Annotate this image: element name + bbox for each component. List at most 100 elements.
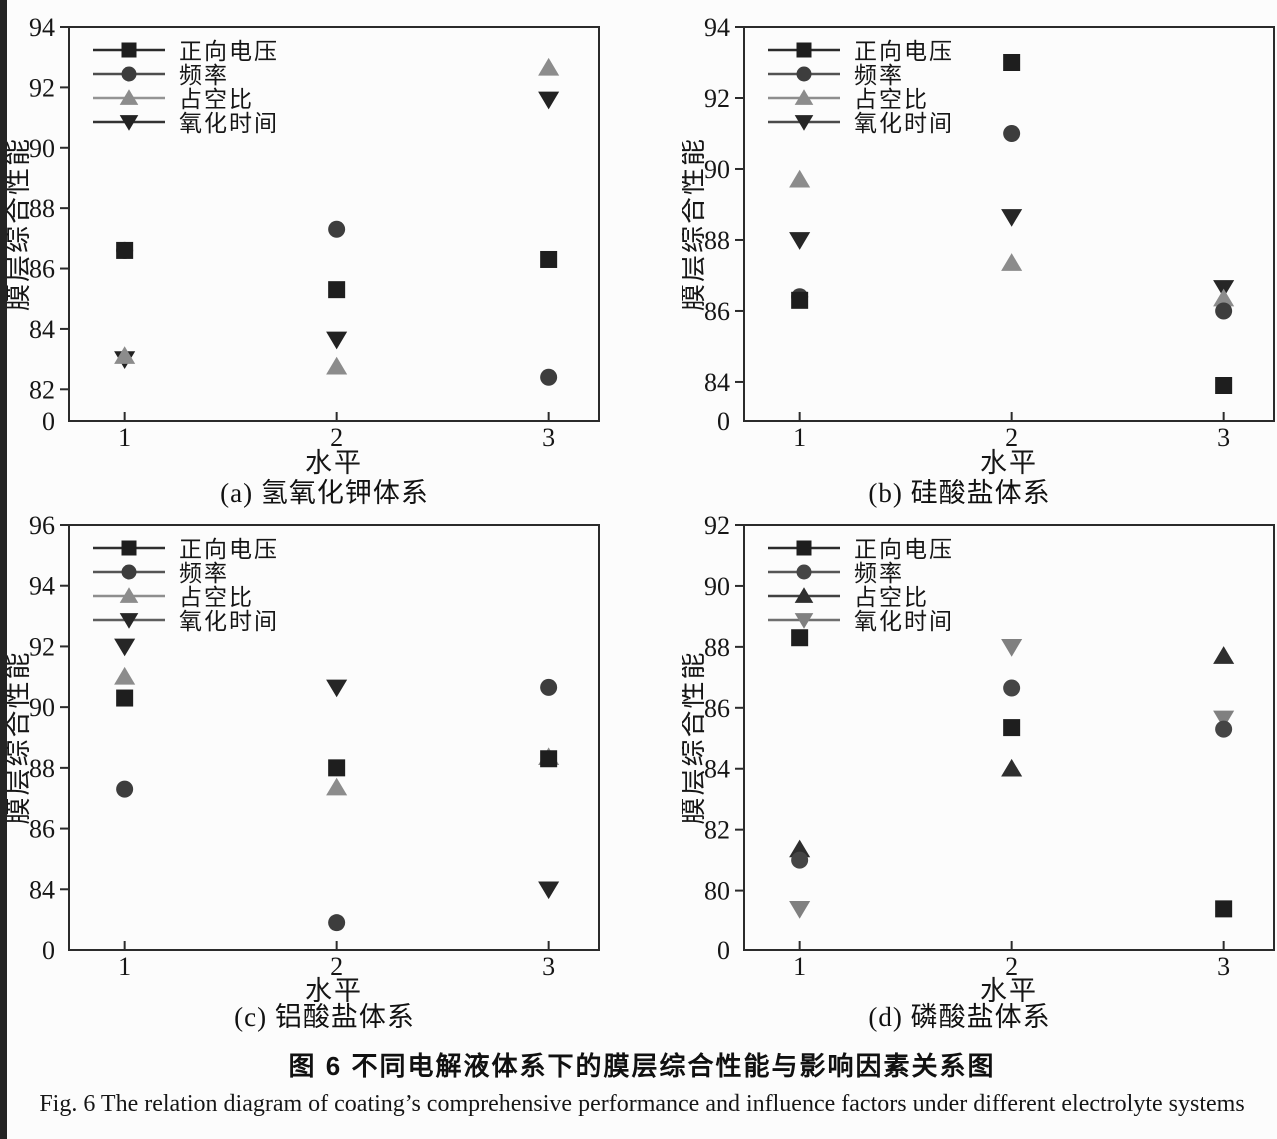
subplot-grid: 82 84 86 88 90 92 94 0 1 2 3 水平 膜层综合性能 正向电压 频率 占空比 氧化时间 …	[7, 0, 1277, 1034]
x-tick-label: 1	[118, 952, 131, 981]
triangle-up-marker	[119, 587, 139, 603]
y-origin-label: 0	[42, 407, 55, 436]
triangle-down-marker	[1213, 710, 1235, 729]
axes: 80 82 84 86 88 90 92 0 1 2 3 水平 膜层综合性能	[682, 511, 1275, 1002]
legend-label: 频率	[854, 561, 904, 586]
circle-marker	[791, 851, 809, 869]
axes: 84 86 88 90 92 94 96 0 1 2 3 水平 膜层综合性能	[7, 511, 600, 1002]
triangle-up-marker	[1001, 758, 1023, 777]
series-markers	[114, 57, 560, 386]
y-tick-label: 92	[29, 632, 55, 661]
square-marker	[121, 42, 137, 58]
triangle-up-marker	[1213, 288, 1235, 307]
circle-marker	[121, 66, 137, 82]
triangle-down-marker	[538, 881, 560, 900]
square-marker	[328, 759, 346, 777]
triangle-up-marker	[789, 169, 811, 188]
circle-marker	[540, 678, 558, 696]
triangle-down-marker	[1001, 639, 1023, 657]
y-tick-label: 90	[704, 155, 730, 184]
legend-label: 频率	[854, 63, 904, 88]
circle-marker	[540, 368, 558, 386]
y-tick-label: 88	[704, 633, 730, 662]
legend-label: 频率	[179, 63, 229, 88]
y-tick-label: 84	[29, 875, 55, 904]
circle-marker	[796, 564, 812, 580]
square-marker	[1003, 719, 1021, 737]
legend-label: 正向电压	[179, 537, 279, 562]
square-marker	[116, 241, 134, 259]
triangle-up-marker	[794, 89, 814, 105]
triangle-up-marker	[326, 356, 348, 375]
y-tick-label: 86	[29, 255, 55, 284]
y-origin-label: 0	[717, 407, 730, 436]
figure-title-chinese: 图 6 不同电解液体系下的膜层综合性能与影响因素关系图	[288, 1051, 996, 1081]
y-tick-label: 90	[29, 693, 55, 722]
legend-label: 正向电压	[179, 39, 279, 64]
x-axis-label: 水平	[980, 448, 1038, 478]
legend-label: 正向电压	[854, 537, 954, 562]
circle-marker	[116, 780, 134, 798]
x-tick-label: 3	[1217, 952, 1230, 981]
legend-label: 占空比	[179, 87, 254, 112]
circle-marker	[796, 66, 812, 82]
axes: 84 86 88 90 92 94 0 1 2 3 水平 膜层综合性能	[682, 13, 1275, 478]
square-marker	[1003, 53, 1021, 71]
circle-marker	[328, 914, 346, 932]
triangle-up-marker	[1001, 253, 1023, 271]
y-axis-label: 膜层综合性能	[682, 651, 708, 825]
y-tick-label: 84	[704, 755, 730, 784]
y-tick-label: 86	[29, 815, 55, 844]
circle-marker	[1215, 720, 1233, 738]
y-tick-label: 90	[29, 134, 55, 163]
legend-label: 氧化时间	[854, 609, 954, 634]
y-tick-label: 94	[29, 13, 55, 42]
axes: 82 84 86 88 90 92 94 0 1 2 3 水平 膜层综合性能	[7, 13, 600, 478]
square-marker	[791, 291, 809, 309]
square-marker	[328, 281, 346, 299]
legend-label: 占空比	[854, 585, 929, 610]
square-marker	[796, 540, 812, 556]
chart-d-caption: (d) 磷酸盐体系	[868, 1002, 1051, 1032]
x-axis-label: 水平	[980, 976, 1038, 1002]
legend-label: 占空比	[179, 585, 254, 610]
square-marker	[540, 750, 558, 768]
triangle-down-marker	[789, 232, 811, 250]
subplot-d: 80 82 84 86 88 90 92 0 1 2 3 水平 膜层综合性能 正向电压 频率 占空比 氧化时间 …	[642, 510, 1277, 1034]
square-marker	[791, 629, 809, 647]
triangle-up-marker	[114, 346, 136, 364]
subplot-c: 84 86 88 90 92 94 96 0 1 2 3 水平 膜层综合性能 正向电压 频率 占空比 氧化时间 …	[7, 510, 642, 1034]
legend-label: 氧化时间	[179, 609, 279, 634]
legend-label: 正向电压	[854, 39, 954, 64]
legend-label: 占空比	[854, 87, 929, 112]
legend-label: 氧化时间	[854, 111, 954, 136]
y-origin-label: 0	[42, 936, 55, 965]
circle-marker	[1003, 679, 1021, 697]
triangle-down-marker	[119, 613, 139, 629]
y-axis-label: 膜层综合性能	[7, 137, 33, 311]
y-tick-label: 92	[704, 84, 730, 113]
series-markers	[114, 638, 560, 932]
triangle-down-marker	[1001, 209, 1023, 227]
triangle-up-marker	[119, 89, 139, 105]
y-tick-label: 88	[29, 754, 55, 783]
triangle-up-marker	[538, 57, 560, 76]
figure-title-english: Fig. 6 The relation diagram of coating’s…	[39, 1091, 1245, 1117]
triangle-up-marker	[794, 587, 814, 603]
y-tick-label: 94	[704, 13, 730, 42]
triangle-down-marker	[114, 638, 136, 657]
y-tick-label: 84	[704, 368, 730, 397]
x-tick-label: 2	[1005, 423, 1018, 452]
subplot-b: 84 86 88 90 92 94 0 1 2 3 水平 膜层综合性能 正向电压 频率 占空比 氧化时间 (b…	[642, 0, 1277, 510]
triangle-down-marker	[794, 115, 814, 131]
y-tick-label: 88	[29, 194, 55, 223]
scan-edge-artifact	[0, 0, 7, 1139]
legend-label: 频率	[179, 561, 229, 586]
legend-label: 氧化时间	[179, 111, 279, 136]
triangle-up-marker	[789, 839, 811, 858]
triangle-down-marker	[789, 901, 811, 919]
